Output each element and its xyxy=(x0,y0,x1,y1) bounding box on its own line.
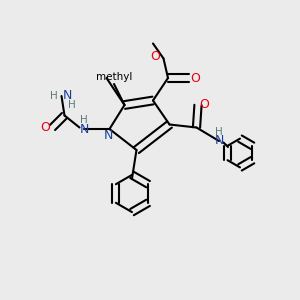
Text: O: O xyxy=(40,121,50,134)
Text: N: N xyxy=(214,134,224,148)
Text: O: O xyxy=(190,71,200,85)
Text: H: H xyxy=(80,116,88,125)
Text: N: N xyxy=(62,89,72,103)
Text: methyl: methyl xyxy=(96,73,132,82)
Text: O: O xyxy=(150,50,160,64)
Text: H: H xyxy=(50,91,58,101)
Text: N: N xyxy=(79,122,89,136)
Text: H: H xyxy=(215,128,223,137)
Text: H: H xyxy=(68,100,76,110)
Text: N: N xyxy=(103,128,113,142)
Text: O: O xyxy=(200,98,209,112)
